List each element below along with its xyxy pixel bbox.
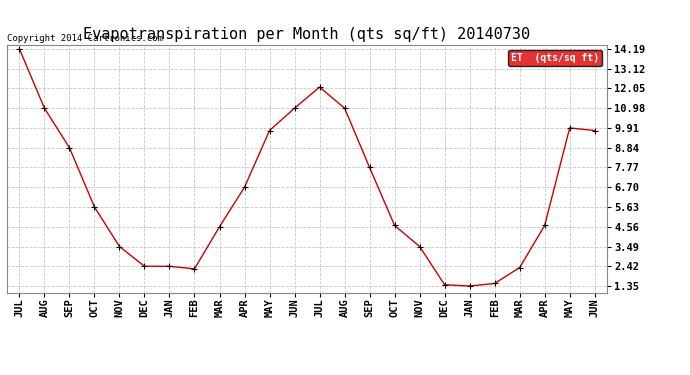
Text: Copyright 2014 Cartronics.com: Copyright 2014 Cartronics.com (7, 33, 163, 42)
Title: Evapotranspiration per Month (qts sq/ft) 20140730: Evapotranspiration per Month (qts sq/ft)… (83, 27, 531, 42)
Legend: ET  (qts/sq ft): ET (qts/sq ft) (509, 50, 602, 66)
